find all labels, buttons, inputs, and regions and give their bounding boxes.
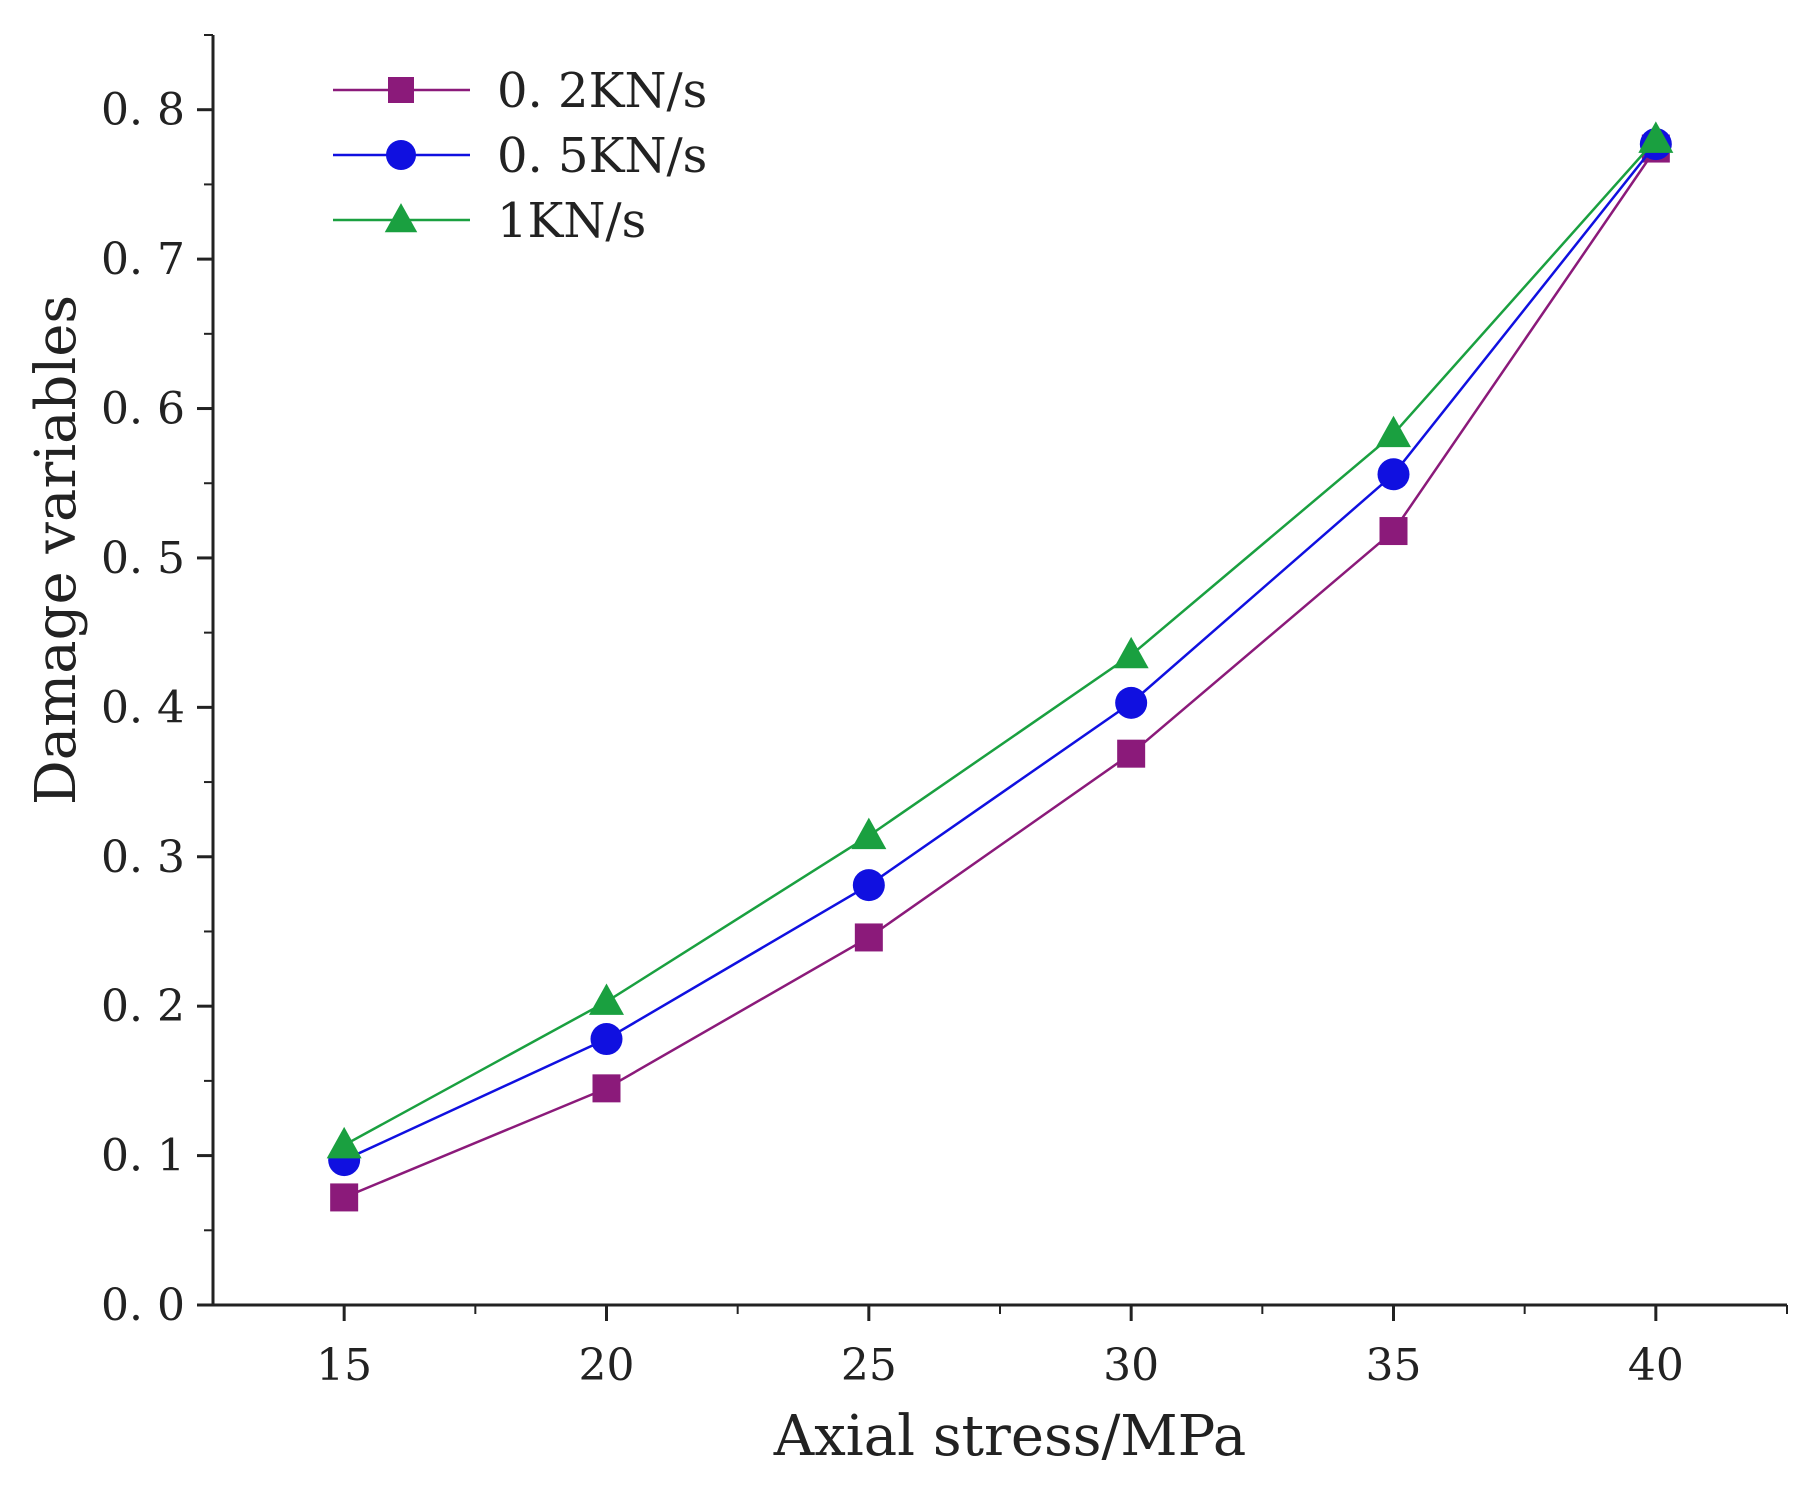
data-point <box>854 923 883 952</box>
x-axis-title: Axial stress/MPa <box>773 1404 1246 1469</box>
axes: 15 20 25 30 35 40 0. 0 0. 1 0. 2 0. 3 0. 4 0. 5 0. 6… <box>101 34 1788 1391</box>
legend-item: 0. 2KN/s <box>333 63 707 119</box>
y-tick-label: 0. 7 <box>101 234 185 285</box>
y-tick-label: 0. 4 <box>101 682 185 733</box>
series-layer <box>326 121 1674 1212</box>
legend-item: 1KN/s <box>333 193 646 249</box>
legend-label: 0. 2KN/s <box>497 63 707 119</box>
data-point <box>326 1126 362 1159</box>
y-axis-title: Damage variables <box>24 295 89 805</box>
series-1kn-s <box>326 121 1674 1159</box>
data-point <box>589 983 624 1015</box>
x-tick-label: 30 <box>1103 1340 1159 1391</box>
data-point <box>1379 517 1408 546</box>
x-tick-label: 15 <box>316 1340 372 1391</box>
y-tick-label: 0. 8 <box>101 85 185 136</box>
data-point <box>1638 121 1674 153</box>
data-point <box>1113 636 1149 669</box>
data-point <box>384 203 418 233</box>
series-line <box>343 138 1657 1147</box>
data-point <box>1376 415 1411 448</box>
data-point <box>1377 458 1410 491</box>
y-tick-label: 0. 5 <box>101 533 185 584</box>
data-point <box>590 1023 623 1056</box>
data-point <box>1115 686 1148 719</box>
x-tick-label: 35 <box>1366 1340 1422 1391</box>
legend-label: 1KN/s <box>497 193 646 249</box>
series-line <box>343 147 1657 1199</box>
y-tick-label: 0. 0 <box>101 1280 185 1331</box>
data-point <box>1117 739 1146 768</box>
data-point <box>330 1183 359 1212</box>
legend: 0. 2KN/s 0. 5KN/s 1KN/s <box>333 63 707 249</box>
legend-item: 0. 5KN/s <box>333 128 707 184</box>
legend-label: 0. 5KN/s <box>497 128 707 184</box>
y-tick-label: 0. 3 <box>101 832 185 883</box>
data-point <box>851 817 887 850</box>
data-point <box>852 869 885 902</box>
data-point <box>386 140 416 170</box>
y-tick-label: 0. 6 <box>101 384 185 435</box>
y-tick-label: 0. 1 <box>101 1131 185 1182</box>
data-point <box>388 77 414 103</box>
x-tick-label: 40 <box>1628 1340 1684 1391</box>
series-line <box>343 143 1657 1162</box>
x-tick-label: 20 <box>579 1340 635 1391</box>
x-tick-label: 25 <box>841 1340 897 1391</box>
y-tick-label: 0. 2 <box>101 981 185 1032</box>
data-point <box>592 1074 621 1103</box>
